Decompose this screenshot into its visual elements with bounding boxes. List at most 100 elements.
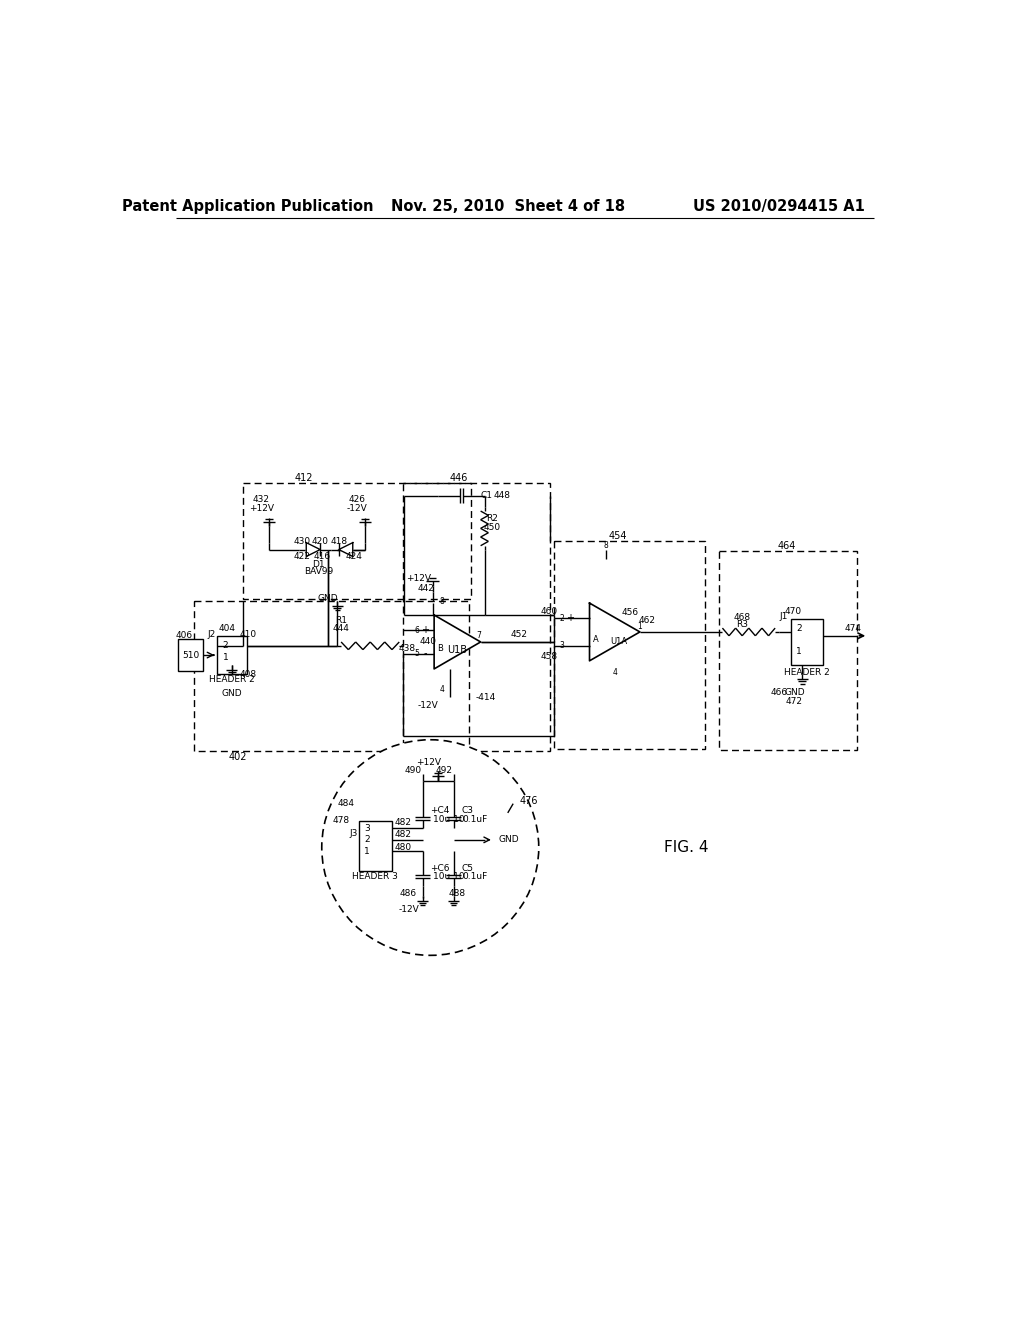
Text: HEADER 3: HEADER 3 bbox=[352, 873, 398, 882]
Text: 488: 488 bbox=[449, 890, 466, 898]
Text: HEADER 2: HEADER 2 bbox=[209, 676, 255, 684]
Text: 430: 430 bbox=[294, 537, 311, 546]
Bar bbox=[178, 639, 203, 672]
Polygon shape bbox=[306, 543, 321, 557]
Text: C5: C5 bbox=[461, 863, 473, 873]
Text: C1: C1 bbox=[480, 491, 493, 500]
Text: 4: 4 bbox=[439, 685, 444, 694]
Text: 10u 10: 10u 10 bbox=[432, 873, 464, 882]
Text: 482: 482 bbox=[394, 818, 412, 828]
Circle shape bbox=[322, 739, 539, 956]
Text: D1: D1 bbox=[312, 560, 325, 569]
Text: US 2010/0294415 A1: US 2010/0294415 A1 bbox=[693, 198, 865, 214]
Text: R3: R3 bbox=[736, 620, 749, 628]
Text: 402: 402 bbox=[228, 752, 247, 763]
Text: 3: 3 bbox=[559, 642, 564, 651]
Text: 444: 444 bbox=[333, 623, 349, 632]
Text: J2: J2 bbox=[207, 630, 216, 639]
Text: 0.1uF: 0.1uF bbox=[463, 814, 488, 824]
Text: -12V: -12V bbox=[398, 904, 419, 913]
Text: -414: -414 bbox=[476, 693, 497, 702]
Bar bbox=[719, 552, 856, 750]
Text: GND: GND bbox=[317, 594, 338, 603]
Text: U1B: U1B bbox=[447, 644, 467, 655]
Text: 422: 422 bbox=[293, 552, 310, 561]
Text: +12V: +12V bbox=[416, 759, 441, 767]
Text: -12V: -12V bbox=[418, 701, 438, 710]
Text: 0.1uF: 0.1uF bbox=[463, 873, 488, 882]
Text: 442: 442 bbox=[418, 583, 435, 593]
Text: A: A bbox=[593, 635, 599, 644]
Bar bbox=[194, 601, 469, 751]
Text: R2: R2 bbox=[486, 515, 499, 523]
Text: -: - bbox=[568, 640, 571, 651]
Text: +: + bbox=[421, 626, 429, 635]
Text: 432: 432 bbox=[253, 495, 269, 504]
Text: 1: 1 bbox=[365, 847, 370, 855]
Text: 416: 416 bbox=[313, 552, 331, 561]
Text: +C4: +C4 bbox=[430, 807, 450, 814]
Text: GND: GND bbox=[221, 689, 242, 698]
Text: 476: 476 bbox=[519, 796, 538, 807]
Text: 482: 482 bbox=[394, 830, 412, 840]
Polygon shape bbox=[339, 543, 352, 557]
Text: 2: 2 bbox=[365, 836, 370, 845]
Text: 426: 426 bbox=[349, 495, 366, 504]
Text: 484: 484 bbox=[338, 799, 355, 808]
Text: 2: 2 bbox=[222, 642, 228, 651]
Text: 462: 462 bbox=[639, 616, 655, 624]
Text: HEADER 2: HEADER 2 bbox=[784, 668, 829, 677]
Text: J1: J1 bbox=[780, 612, 788, 620]
Polygon shape bbox=[590, 603, 640, 661]
Text: 460: 460 bbox=[541, 607, 557, 616]
Text: 418: 418 bbox=[330, 537, 347, 546]
Text: -: - bbox=[423, 648, 427, 659]
Bar bbox=[217, 636, 247, 675]
Text: 470: 470 bbox=[784, 607, 802, 615]
Text: 408: 408 bbox=[240, 669, 257, 678]
Text: BAV99: BAV99 bbox=[304, 566, 333, 576]
Text: C3: C3 bbox=[461, 807, 473, 814]
Text: +C6: +C6 bbox=[430, 863, 450, 873]
Text: 1: 1 bbox=[222, 653, 228, 661]
Text: 468: 468 bbox=[734, 612, 752, 622]
Text: Nov. 25, 2010  Sheet 4 of 18: Nov. 25, 2010 Sheet 4 of 18 bbox=[391, 198, 625, 214]
Text: 446: 446 bbox=[450, 473, 468, 483]
Bar bbox=[359, 821, 391, 871]
Text: 4: 4 bbox=[612, 668, 617, 677]
Text: 5: 5 bbox=[415, 649, 420, 657]
Polygon shape bbox=[434, 615, 480, 669]
Text: 6: 6 bbox=[415, 626, 420, 635]
Text: 478: 478 bbox=[333, 816, 349, 825]
Text: 404: 404 bbox=[219, 623, 236, 632]
Text: FIG. 4: FIG. 4 bbox=[664, 840, 709, 855]
Text: 452: 452 bbox=[511, 630, 528, 639]
Text: +: + bbox=[565, 612, 573, 623]
Text: 450: 450 bbox=[483, 524, 501, 532]
Text: 490: 490 bbox=[404, 766, 422, 775]
Text: +12V: +12V bbox=[249, 504, 273, 513]
Text: 472: 472 bbox=[786, 697, 803, 706]
Text: Patent Application Publication: Patent Application Publication bbox=[123, 198, 374, 214]
Text: 456: 456 bbox=[622, 609, 639, 618]
Text: 420: 420 bbox=[311, 537, 329, 546]
Bar bbox=[403, 483, 550, 751]
Text: 8: 8 bbox=[439, 597, 444, 606]
Text: 438: 438 bbox=[398, 644, 416, 653]
Text: 10u 10: 10u 10 bbox=[432, 814, 464, 824]
Text: 2: 2 bbox=[560, 614, 564, 623]
Text: R1: R1 bbox=[335, 616, 347, 624]
Text: 448: 448 bbox=[494, 491, 511, 500]
Text: 466: 466 bbox=[770, 688, 787, 697]
Text: B: B bbox=[437, 644, 443, 652]
Text: 510: 510 bbox=[182, 651, 200, 660]
Text: 412: 412 bbox=[295, 473, 313, 483]
Text: 1: 1 bbox=[637, 622, 642, 631]
Text: 8: 8 bbox=[604, 541, 608, 550]
Text: U1A: U1A bbox=[610, 636, 627, 645]
Text: 474: 474 bbox=[844, 623, 861, 632]
Text: 458: 458 bbox=[541, 652, 557, 661]
Text: 3: 3 bbox=[365, 824, 370, 833]
Text: J3: J3 bbox=[349, 829, 357, 838]
Text: 480: 480 bbox=[394, 843, 412, 851]
